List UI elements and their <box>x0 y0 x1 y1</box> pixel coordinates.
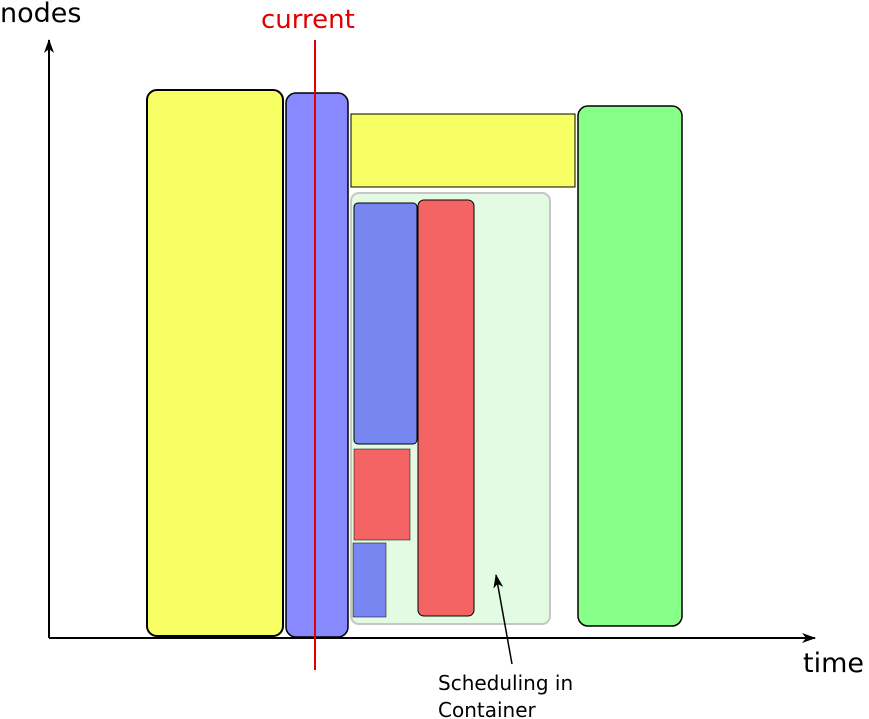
container-job-blue-small <box>352 542 387 618</box>
current-time-label: current <box>261 5 355 35</box>
annotation-line-1: Scheduling in <box>438 671 573 695</box>
annotation-line-2: Container <box>438 698 537 719</box>
y-axis-label: nodes <box>0 0 81 29</box>
annotation-arrow <box>493 574 513 665</box>
container-job-red-small <box>353 448 411 541</box>
job-yellow-large <box>146 89 284 637</box>
container-job-red-tall <box>417 199 475 617</box>
job-green <box>577 105 683 627</box>
x-axis-label: time <box>803 648 864 679</box>
container-job-blue-tall <box>353 202 418 445</box>
job-blue-running <box>285 92 349 638</box>
job-yellow-top <box>350 113 576 188</box>
